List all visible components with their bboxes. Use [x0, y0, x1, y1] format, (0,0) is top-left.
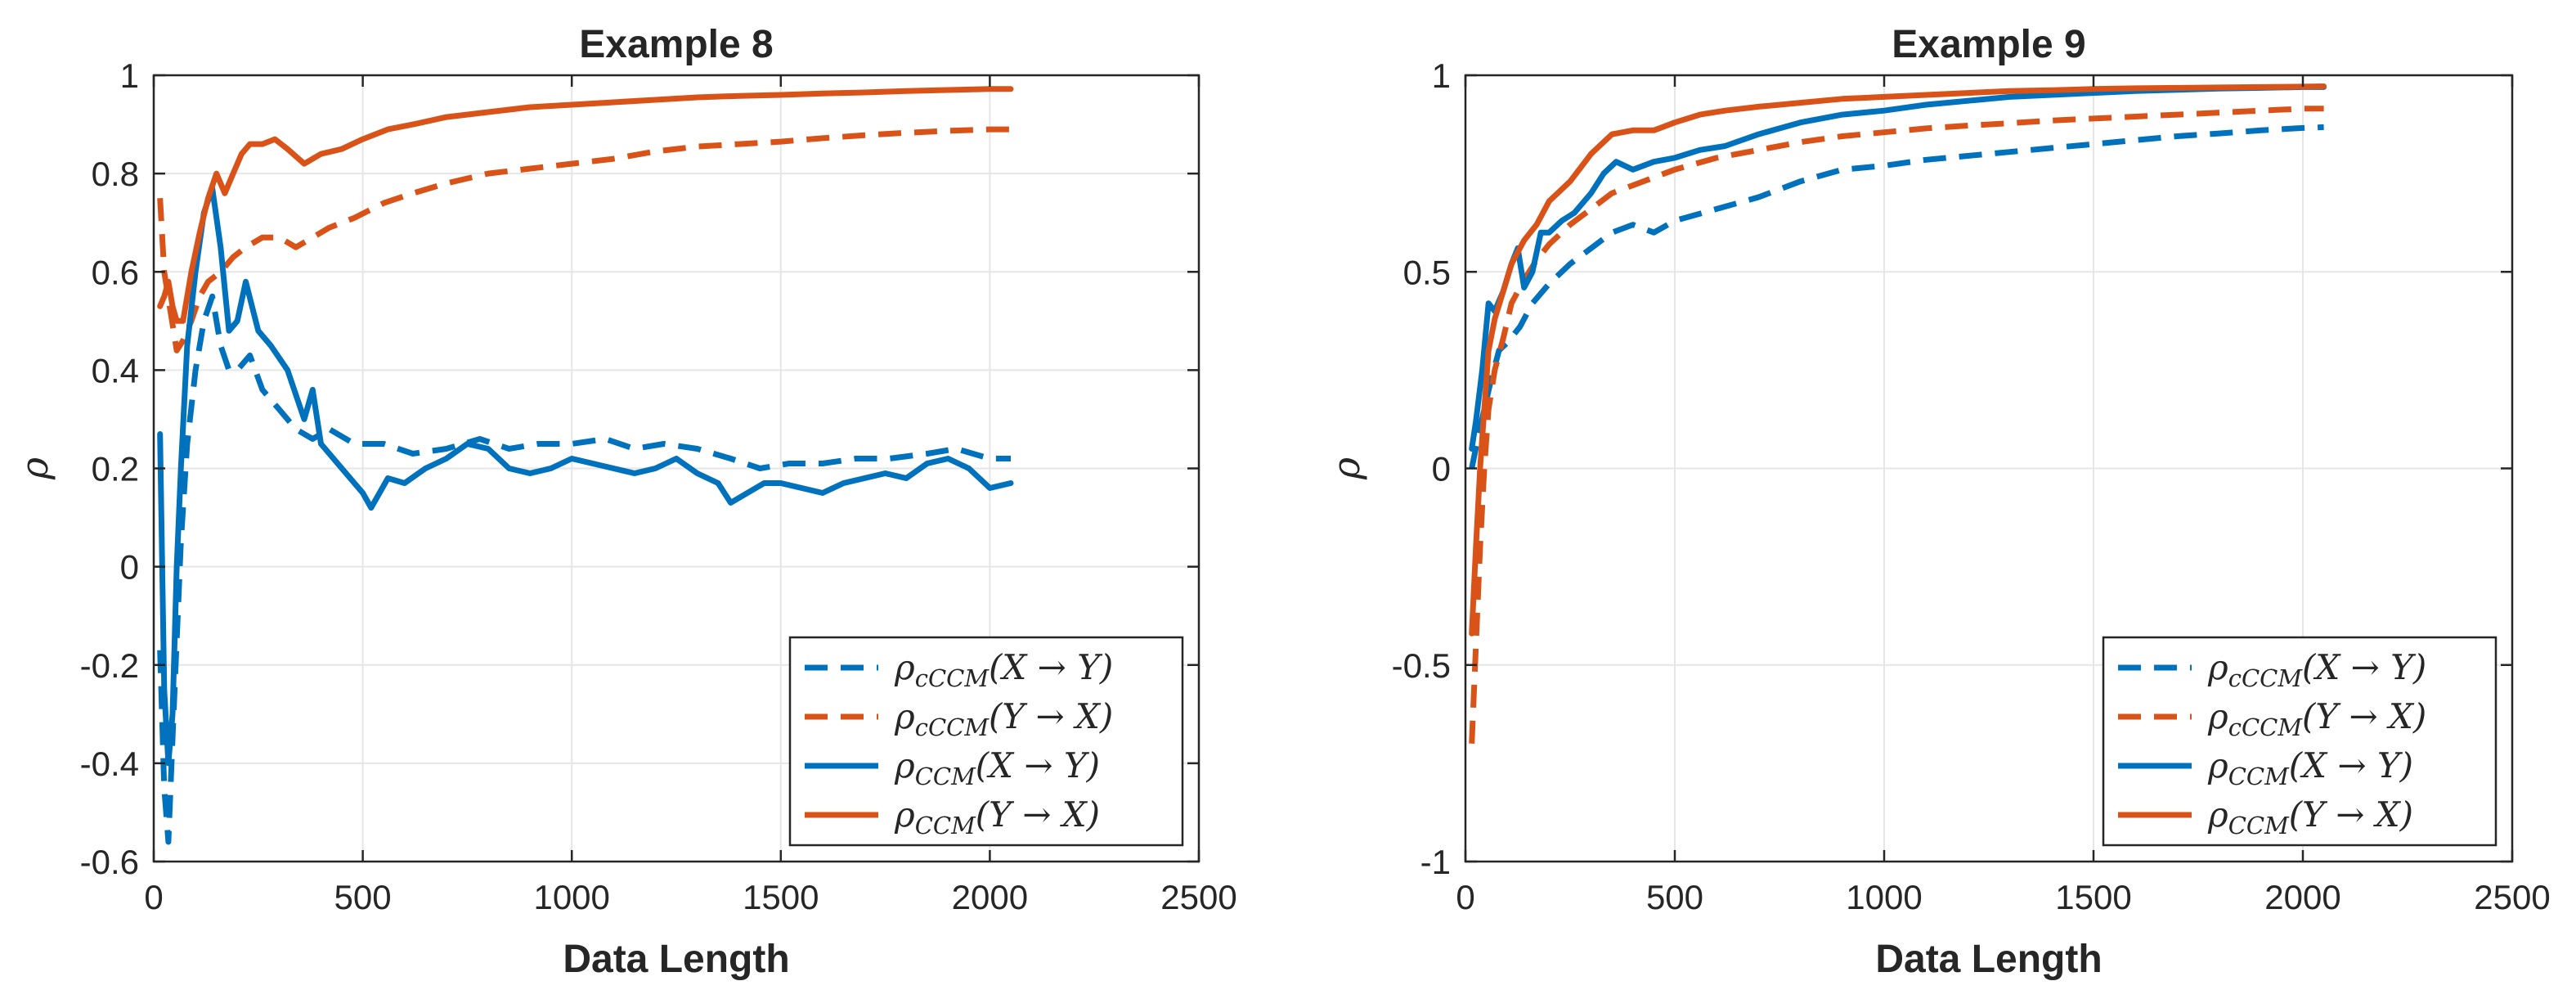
- chart-title: Example 9: [1892, 23, 2085, 66]
- legend-box: [2102, 636, 2497, 847]
- y-axis-label: ρ: [12, 457, 56, 480]
- x-tick-label: 1000: [1846, 878, 1922, 916]
- y-tick-label: -0.4: [80, 745, 139, 783]
- legend-entry: ρcCCM(Y → X): [894, 696, 1113, 741]
- series-line-2: [1469, 106, 2324, 744]
- y-tick-label: 0.8: [92, 155, 139, 193]
- y-tick-label: 1: [1432, 56, 1451, 95]
- series-line-1: [157, 293, 1011, 845]
- y-tick-label: -0.5: [1392, 646, 1451, 685]
- x-tick-label: 2000: [2264, 878, 2340, 916]
- legend-entry: ρcCCM(X → Y): [2207, 647, 2426, 692]
- x-tick-label: 1500: [2055, 878, 2131, 916]
- chart-title: Example 8: [579, 23, 773, 66]
- y-tick-label: 0.4: [92, 351, 139, 389]
- x-tick-label: 500: [334, 878, 392, 916]
- legend: ρcCCM(X → Y)ρcCCM(Y → X)ρCCM(X → Y)ρCCM(…: [2102, 636, 2497, 847]
- y-tick-label: 0: [1432, 450, 1451, 488]
- legend-box: [788, 636, 1184, 847]
- x-tick-label: 1000: [533, 878, 609, 916]
- legend-entry: ρcCCM(Y → X): [2207, 696, 2426, 741]
- x-tick-label: 0: [144, 878, 163, 916]
- x-tick-label: 2500: [1160, 878, 1236, 916]
- chart-panel-1: 0 500 1000 1500 2000 2500 -0.6 -0.4 -0.2 0 0.2 0.4 0…: [12, 23, 1237, 981]
- series-line-2: [157, 126, 1011, 353]
- series-line-1: [1469, 124, 2324, 470]
- y-tick-label: 0.2: [92, 450, 139, 488]
- y-tick-label: 0.6: [92, 253, 139, 291]
- y-tick-label: -0.2: [80, 646, 139, 685]
- y-tick-label: 0: [120, 548, 139, 587]
- legend-entry: ρCCM(X → Y): [2207, 745, 2413, 790]
- x-tick-label: 1500: [743, 878, 819, 916]
- legend-entry: ρcCCM(X → Y): [894, 647, 1113, 692]
- x-axis-label: Data Length: [1875, 938, 2102, 981]
- y-tick-label: 0.5: [1403, 253, 1451, 291]
- chart-panel-2: 0 500 1000 1500 2000 2500 -1 -0.5 0 0.5 1 Example 9…: [1324, 23, 2551, 981]
- y-tick-label: 1: [120, 56, 139, 95]
- x-tick-label: 0: [1456, 878, 1474, 916]
- series-line-4: [1469, 83, 2327, 637]
- legend-entry: ρCCM(Y → X): [2207, 794, 2413, 839]
- y-axis-label: ρ: [1324, 457, 1368, 480]
- legend-entry: ρCCM(Y → X): [894, 794, 1100, 839]
- series-line-4: [157, 86, 1014, 324]
- x-axis-label: Data Length: [563, 938, 789, 981]
- y-tick-label: -1: [1420, 843, 1451, 881]
- y-tick-label: -0.6: [80, 843, 139, 881]
- x-tick-label: 2500: [2474, 878, 2550, 916]
- legend: ρcCCM(X → Y)ρcCCM(Y → X)ρCCM(X → Y)ρCCM(…: [788, 636, 1184, 847]
- x-tick-label: 2000: [952, 878, 1028, 916]
- legend-entry: ρCCM(X → Y): [894, 745, 1100, 790]
- x-tick-label: 500: [1646, 878, 1703, 916]
